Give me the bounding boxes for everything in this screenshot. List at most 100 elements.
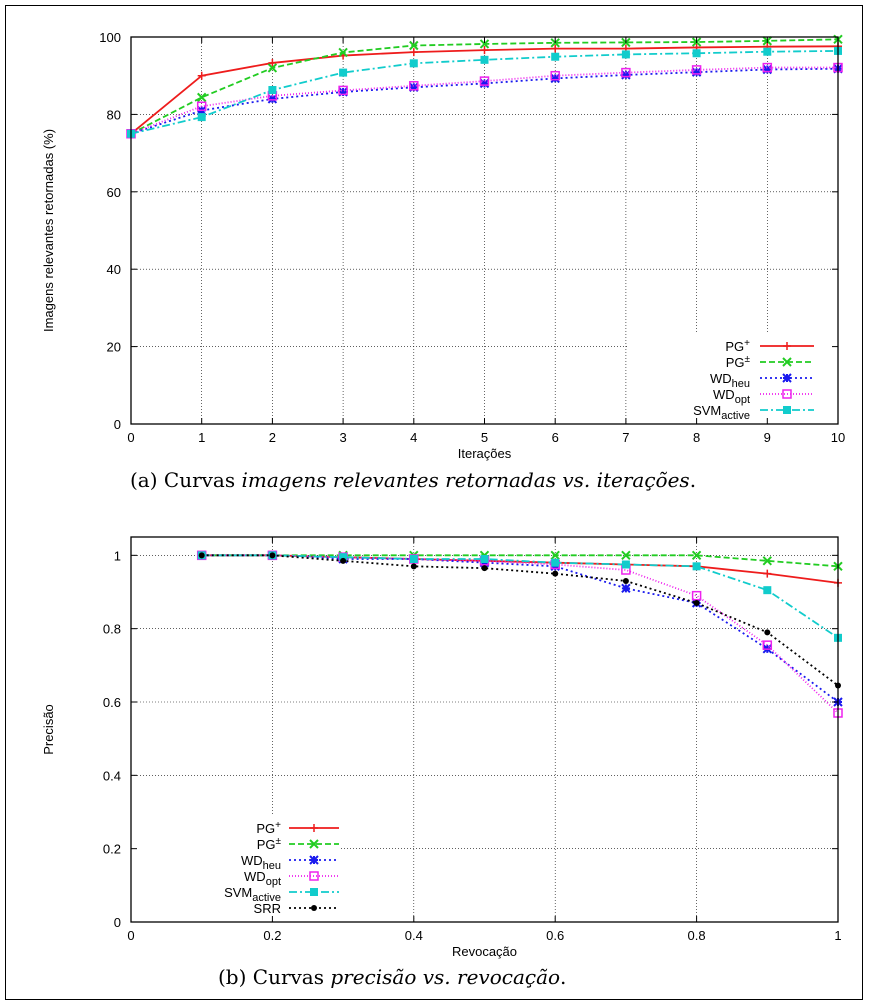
cb-point-SRR-3	[410, 563, 417, 570]
cb-point-SVMactive-6	[621, 560, 630, 569]
ca-xtick-label-5: 5	[481, 430, 488, 445]
ca-xtick-label-9: 9	[764, 430, 771, 445]
ca-legend-label-SVMactive: SVMactive	[693, 403, 750, 422]
cb-series-line-WDheu	[201, 554, 839, 703]
cb-legend-label-PG±: PG±	[257, 836, 282, 852]
figure-frame	[5, 5, 863, 1000]
ca-point-WDopt-1	[196, 101, 207, 112]
ca-point-SVMactive-8	[692, 49, 701, 58]
cb-legend-marker-WDopt	[309, 871, 319, 881]
ca-legend-marker-WDheu	[782, 373, 792, 383]
cb-legend-marker-SVMactive	[310, 888, 318, 896]
ca-point-PG+-1	[197, 71, 206, 80]
ca-xtick-label-6: 6	[552, 430, 559, 445]
ca-legend-marker-PG±	[782, 357, 792, 367]
ca-point-PG±-5	[479, 39, 490, 49]
cb-point-SVMactive-3	[409, 555, 418, 563]
ca-point-WDheu-2	[267, 94, 278, 104]
cb-legend-label-PG+: PG+	[256, 820, 281, 836]
cb-xtick-label-1: 0.2	[263, 928, 281, 943]
cb-point-WDopt-7	[691, 590, 702, 601]
cb-point-SVMactive-2	[339, 553, 348, 562]
ca-point-PG±-1	[196, 92, 207, 103]
ca-legend-label-WDopt: WDopt	[713, 387, 750, 406]
caption-a: (a) Curvas imagens relevantes retornadas…	[130, 468, 696, 492]
ca-point-WDheu-4	[409, 82, 419, 93]
ca-x-axis-label: Iterações	[458, 446, 512, 461]
ca-point-WDopt-8	[691, 65, 702, 75]
ca-point-SVMactive-2	[268, 86, 277, 95]
cb-point-SVMactive-5	[551, 558, 560, 567]
cb-legend-marker-PG+	[310, 824, 318, 832]
ca-point-SVMactive-6	[551, 52, 560, 61]
cb-x-axis-label: Revocação	[452, 944, 517, 959]
ca-point-PG+-4	[409, 48, 418, 57]
cb-point-SVMactive-8	[763, 586, 772, 595]
cb-ytick-label-5: 1	[114, 548, 121, 563]
cb-point-SRR-0	[198, 552, 205, 559]
cb-point-SRR-8	[764, 629, 771, 636]
ca-point-SVMactive-5	[480, 55, 489, 64]
cb-ytick-label-3: 0.6	[103, 695, 121, 710]
ca-point-WDheu-8	[691, 67, 702, 77]
ca-ytick-label-4: 80	[107, 107, 121, 122]
ca-point-WDheu-6	[550, 73, 560, 84]
caption-b-suffix: .	[560, 965, 567, 989]
cb-point-SRR-2	[340, 557, 347, 564]
ca-ytick-label-5: 100	[99, 30, 121, 45]
cb-point-SRR-5	[552, 570, 559, 577]
cb-series-line-WDopt	[201, 554, 839, 714]
ca-point-SVMactive-1	[197, 113, 206, 122]
ca-point-WDopt-9	[762, 62, 773, 73]
cb-point-SRR-6	[622, 578, 629, 584]
chart-iterations: 0 1 2 3 4 5 6 7 8 9 10020406080100IteraçõesImagens…	[41, 30, 845, 461]
ca-point-PG+-2	[268, 58, 277, 67]
ca-xtick-label-3: 3	[339, 430, 346, 445]
ca-point-SVMactive-4	[409, 59, 418, 68]
cb-point-SRR-7	[693, 600, 700, 606]
cb-xtick-label-3: 0.6	[546, 928, 564, 943]
cb-point-PG±-8	[762, 556, 773, 566]
cb-point-SVMactive-7	[692, 562, 701, 571]
ca-point-SVMactive-9	[763, 47, 772, 56]
cb-legend-marker-WDheu	[309, 855, 319, 865]
cb-legend-label-WDheu: WDheu	[241, 853, 281, 872]
caption-b-italic: precisão vs. revocação	[330, 965, 561, 989]
ca-xtick-label-1: 1	[198, 430, 205, 445]
cb-xtick-label-4: 0.8	[688, 928, 706, 943]
ca-xtick-label-0: 0	[127, 430, 134, 445]
ca-xtick-label-7: 7	[622, 430, 629, 445]
ca-ytick-label-0: 0	[114, 417, 121, 432]
ca-point-PG±-4	[409, 40, 419, 51]
ca-y-axis-label: Imagens relevantes retornadas (%)	[41, 129, 56, 332]
cb-point-PG+-8	[763, 569, 772, 578]
cb-point-SRR-4	[481, 565, 488, 572]
cb-legend-label-WDopt: WDopt	[244, 869, 281, 888]
cb-ytick-label-1: 0.2	[103, 842, 121, 857]
cb-point-SVMactive-4	[480, 555, 489, 563]
cb-plot-frame	[130, 536, 839, 923]
cb-series-line-PG±	[201, 554, 839, 568]
ca-ytick-label-2: 40	[107, 262, 121, 277]
ca-point-PG±-2	[267, 63, 278, 73]
cb-point-SRR-1	[269, 552, 276, 559]
ca-point-WDheu-5	[479, 78, 490, 89]
ca-ytick-label-1: 20	[107, 340, 121, 355]
ca-point-PG+-6	[551, 44, 560, 53]
ca-legend-label-WDheu: WDheu	[710, 371, 750, 390]
cb-ytick-label-2: 0.4	[103, 768, 121, 783]
ca-point-WDheu-9	[762, 64, 773, 75]
cb-xtick-label-5: 1	[834, 928, 841, 943]
cb-series-line-SVMactive	[201, 554, 839, 639]
ca-point-WDopt-5	[479, 76, 490, 86]
cb-legend-marker-SRR	[311, 905, 317, 911]
cb-point-PG±-5	[550, 550, 560, 561]
cb-xtick-label-2: 0.4	[405, 928, 423, 943]
cb-legend-label-SVMactive: SVMactive	[224, 885, 281, 904]
ca-xtick-label-10: 10	[831, 430, 845, 445]
caption-b-prefix: (b) Curvas	[218, 965, 331, 989]
caption-a-italic: imagens relevantes retornadas vs. iteraç…	[241, 468, 690, 492]
ca-xtick-label-8: 8	[693, 430, 700, 445]
